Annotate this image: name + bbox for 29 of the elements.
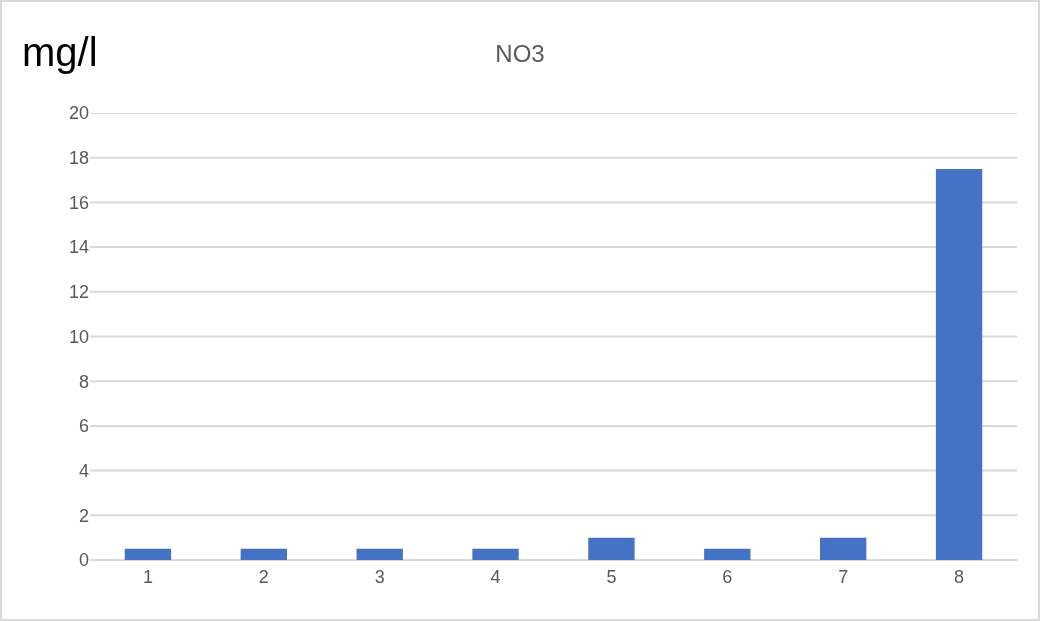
y-tick-label: 18 bbox=[68, 148, 89, 168]
y-axis-title: mg/l bbox=[22, 30, 98, 74]
bar bbox=[472, 548, 519, 560]
x-tick-label: 6 bbox=[722, 566, 733, 587]
bar bbox=[935, 168, 983, 560]
y-tick-label: 10 bbox=[68, 326, 89, 347]
x-tick-label: 1 bbox=[142, 566, 153, 587]
y-tick-label: 8 bbox=[78, 371, 89, 392]
bar bbox=[588, 537, 635, 560]
y-tick-label: 12 bbox=[68, 282, 89, 303]
y-tick-label: 14 bbox=[68, 237, 89, 258]
y-tick-label: 20 bbox=[68, 103, 89, 124]
y-tick-label: 16 bbox=[68, 192, 89, 213]
bar bbox=[356, 548, 403, 560]
bar bbox=[704, 548, 751, 560]
bar bbox=[820, 537, 867, 560]
x-tick-label: 5 bbox=[606, 566, 617, 587]
y-tick-label: 6 bbox=[78, 416, 89, 437]
y-tick-label: 4 bbox=[78, 460, 89, 481]
y-tick-label: 2 bbox=[78, 505, 89, 526]
y-tick-label: 0 bbox=[78, 550, 89, 571]
x-tick-label: 7 bbox=[838, 566, 849, 587]
bar bbox=[124, 548, 172, 560]
x-tick-label: 2 bbox=[258, 566, 269, 587]
bar bbox=[240, 548, 287, 560]
x-tick-label: 8 bbox=[954, 566, 965, 587]
x-tick-label: 3 bbox=[374, 566, 385, 587]
x-tick-label: 4 bbox=[490, 566, 501, 587]
chart-title: NO3 bbox=[495, 39, 545, 67]
